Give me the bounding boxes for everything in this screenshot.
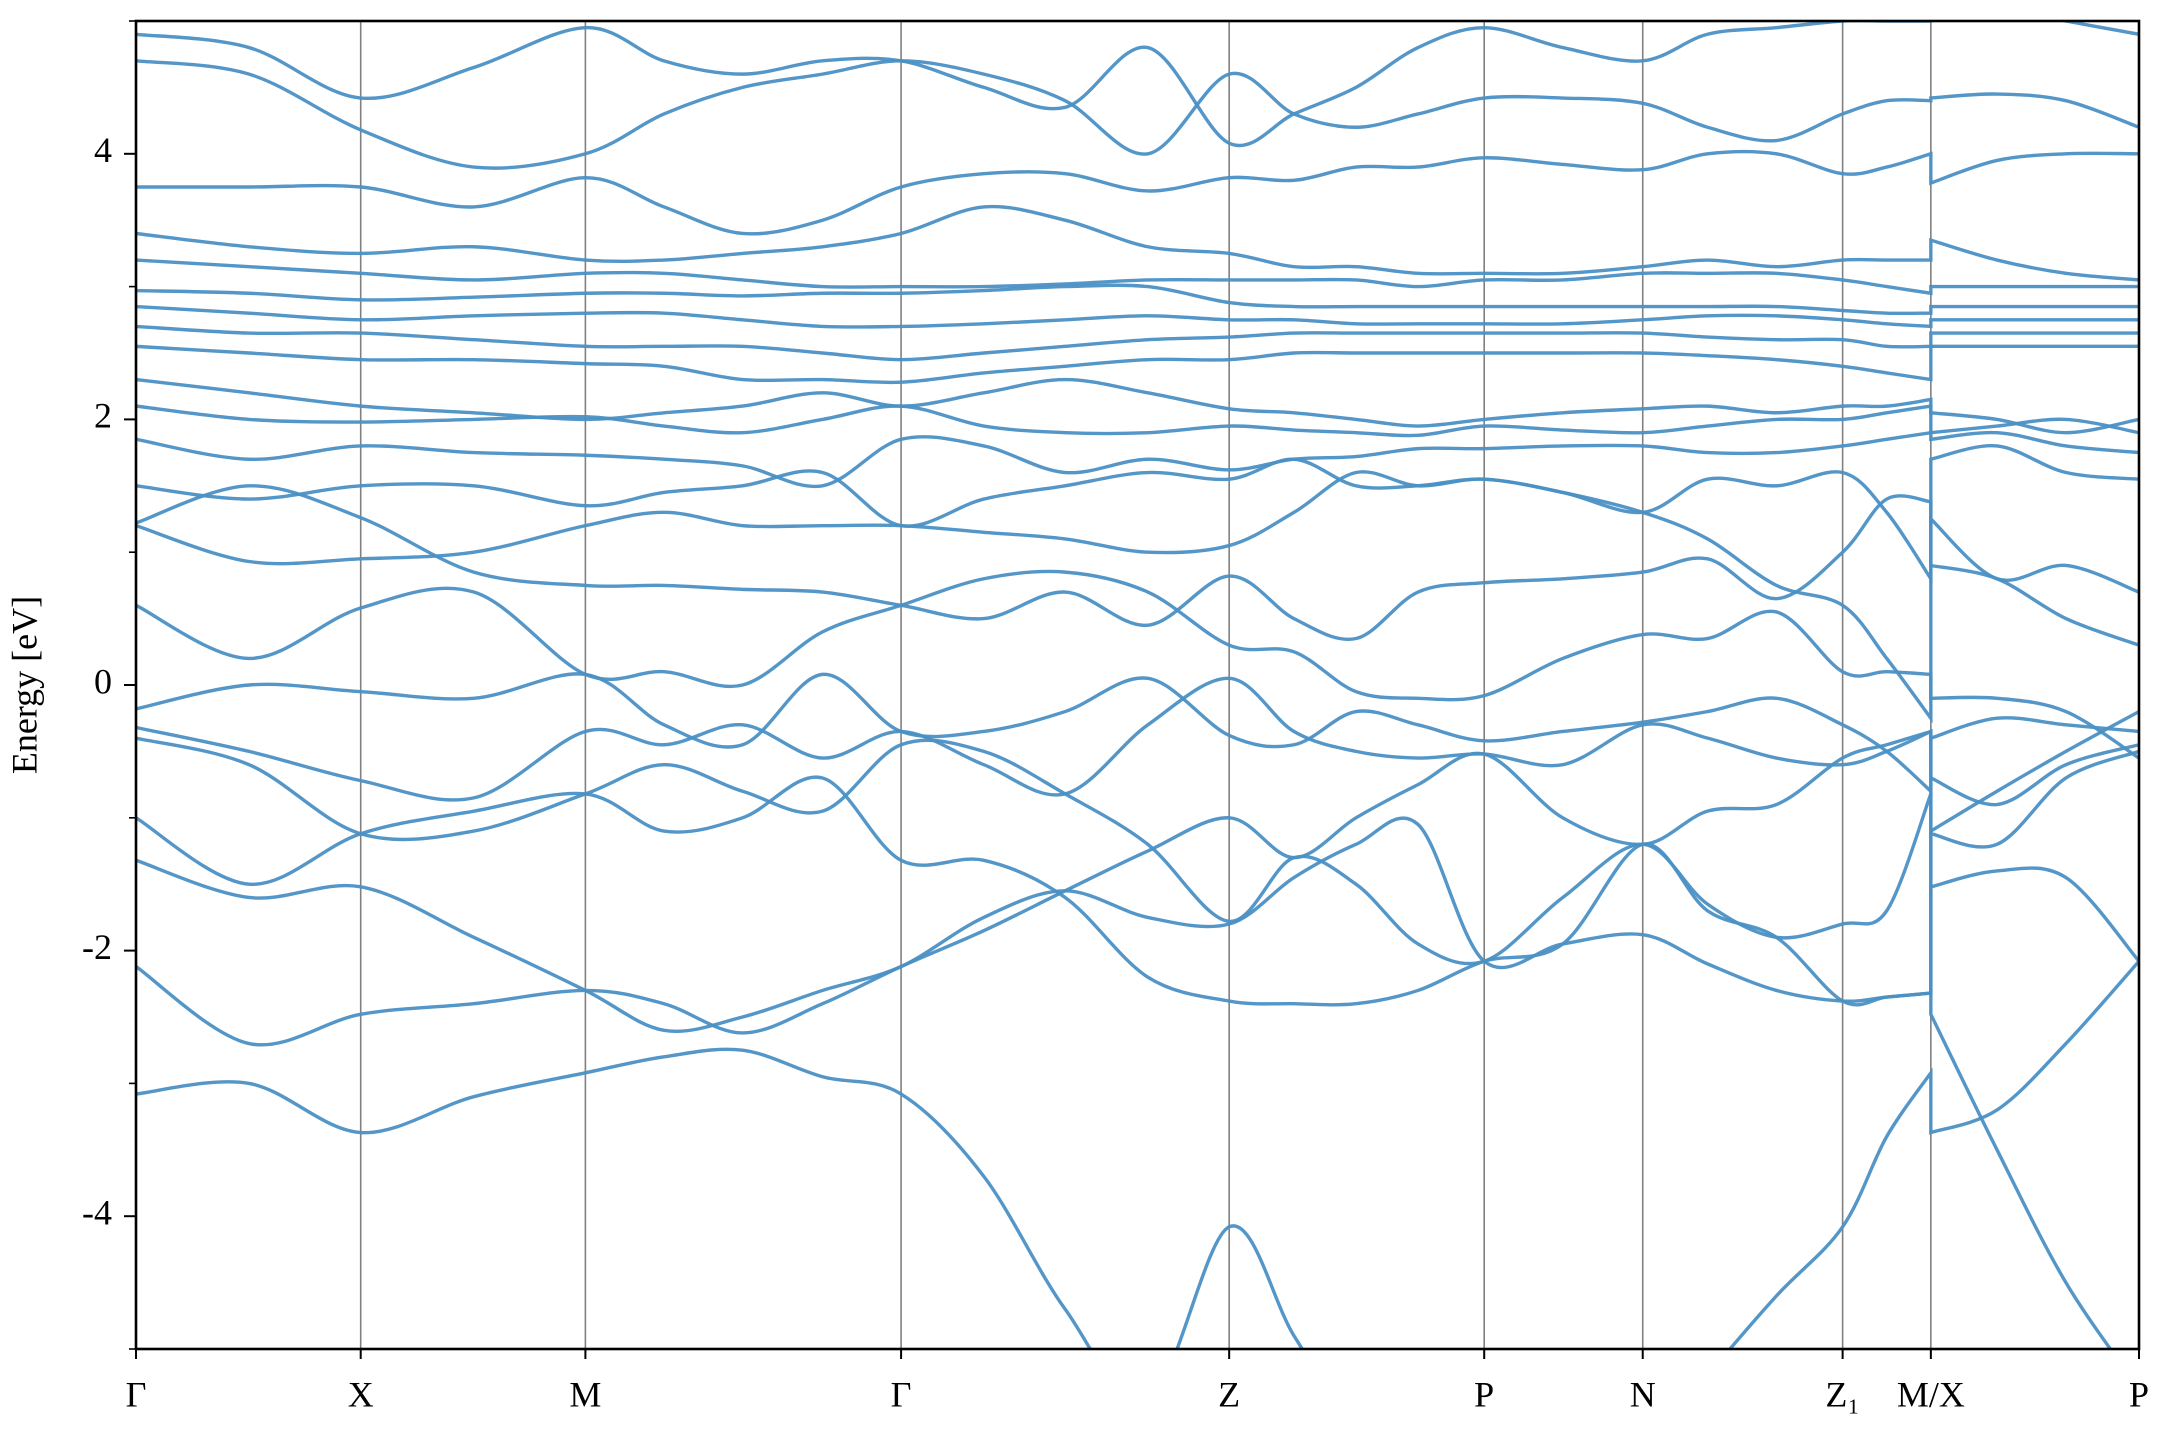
band xyxy=(136,816,2139,1033)
plot-frame xyxy=(134,19,2141,1351)
y-tick-label: 4 xyxy=(94,130,112,170)
bands xyxy=(136,21,2139,1349)
x-tick-label: Γ xyxy=(126,1374,147,1414)
x-tick-label: Z xyxy=(1218,1374,1240,1414)
band xyxy=(136,960,2139,1349)
band xyxy=(136,304,2139,329)
y-axis-label: Energy [eV] xyxy=(4,596,44,774)
band xyxy=(136,676,2139,807)
y-tick-label: 0 xyxy=(94,661,112,701)
band xyxy=(136,470,2139,724)
y-tick-label: -2 xyxy=(82,927,112,967)
band xyxy=(136,710,2139,966)
band xyxy=(136,204,2139,282)
x-tick-label: N xyxy=(1630,1374,1656,1414)
x-tick-label: M xyxy=(569,1374,601,1414)
band xyxy=(136,484,2139,647)
band xyxy=(136,283,2139,316)
band xyxy=(136,377,2139,435)
band xyxy=(136,749,2139,1007)
band xyxy=(136,569,2139,760)
x-tick-label: P xyxy=(1474,1374,1494,1414)
band xyxy=(136,324,2139,362)
band xyxy=(136,444,2139,585)
x-tick-label: Γ xyxy=(891,1374,912,1414)
x-tick-label: X xyxy=(348,1374,374,1414)
band xyxy=(136,59,2139,170)
y-tick-label: 2 xyxy=(94,396,112,436)
x-tick-label: Z₁ xyxy=(1825,1374,1860,1414)
band xyxy=(136,149,2139,236)
band xyxy=(136,21,2139,148)
x-tick-label: M/X xyxy=(1897,1374,1965,1414)
band xyxy=(136,258,2139,296)
band xyxy=(136,729,2113,1349)
band xyxy=(136,430,2139,489)
y-tick-label: -4 xyxy=(82,1192,112,1232)
band xyxy=(136,404,2139,438)
band xyxy=(136,344,2139,385)
x-tick-label: P xyxy=(2129,1374,2149,1414)
